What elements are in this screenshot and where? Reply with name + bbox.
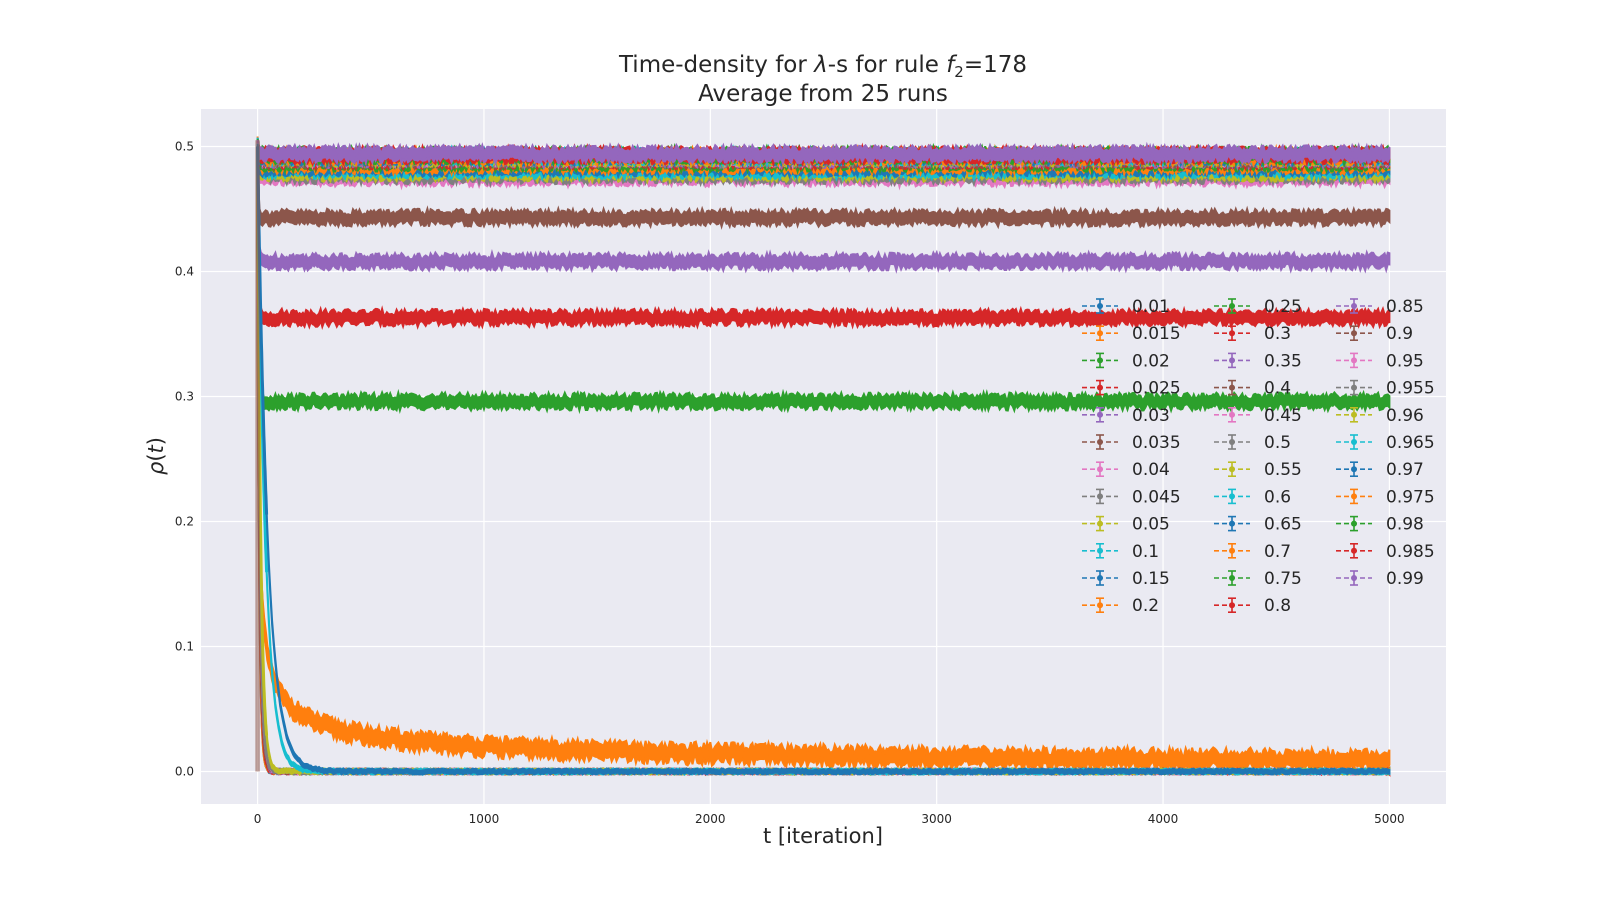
legend-label: 0.025 <box>1132 379 1181 399</box>
y-tick-label: 0.4 <box>175 265 194 279</box>
y-tick-label: 0.3 <box>175 390 194 404</box>
legend-label: 0.85 <box>1386 297 1424 317</box>
x-tick-label: 3000 <box>921 812 952 826</box>
legend-item: 0.2 <box>1082 596 1159 616</box>
legend-item: 0.15 <box>1082 569 1170 589</box>
chart-title-line2: Average from 25 runs <box>698 81 948 107</box>
legend-label: 0.01 <box>1132 297 1170 317</box>
x-tick-label: 0 <box>254 812 262 826</box>
legend-item: 0.025 <box>1082 379 1181 399</box>
x-axis-ticks: 0 1000 2000 3000 4000 5000 <box>254 812 1405 826</box>
legend-item: 0.75 <box>1214 569 1302 589</box>
legend-label: 0.045 <box>1132 487 1181 507</box>
legend-item: 0.965 <box>1336 433 1435 453</box>
legend-label: 0.02 <box>1132 351 1170 371</box>
legend-item: 0.045 <box>1082 487 1181 507</box>
legend-item: 0.985 <box>1336 542 1435 562</box>
legend-item: 0.95 <box>1336 351 1424 371</box>
legend-label: 0.05 <box>1132 515 1170 535</box>
legend-label: 0.2 <box>1132 596 1159 616</box>
legend-item: 0.3 <box>1214 324 1291 344</box>
legend-item: 0.35 <box>1214 351 1302 371</box>
legend-label: 0.35 <box>1264 351 1302 371</box>
y-axis-ticks: 0.0 0.1 0.2 0.3 0.4 0.5 <box>175 140 194 779</box>
y-tick-label: 0.1 <box>175 640 194 654</box>
legend-label: 0.65 <box>1264 515 1302 535</box>
series-layer <box>255 136 1391 778</box>
legend-item: 0.97 <box>1336 460 1424 480</box>
legend-item: 0.96 <box>1336 406 1424 426</box>
legend-item: 0.7 <box>1214 542 1291 562</box>
legend-label: 0.985 <box>1386 542 1435 562</box>
legend-item: 0.015 <box>1082 324 1181 344</box>
legend: 0.01 0.015 0.02 0.025 0.03 0.035 0.04 0.045 0.05… <box>1082 297 1435 616</box>
legend-label: 0.965 <box>1386 433 1435 453</box>
legend-label: 0.6 <box>1264 487 1291 507</box>
legend-label: 0.5 <box>1264 433 1291 453</box>
legend-label: 0.75 <box>1264 569 1302 589</box>
legend-label: 0.975 <box>1386 487 1435 507</box>
legend-label: 0.015 <box>1132 324 1181 344</box>
legend-label: 0.45 <box>1264 406 1302 426</box>
legend-item: 0.04 <box>1082 460 1170 480</box>
legend-label: 0.97 <box>1386 460 1424 480</box>
legend-item: 0.98 <box>1336 515 1424 535</box>
legend-label: 0.035 <box>1132 433 1181 453</box>
legend-item: 0.25 <box>1214 297 1302 317</box>
legend-item: 0.45 <box>1214 406 1302 426</box>
legend-label: 0.99 <box>1386 569 1424 589</box>
legend-item: 0.975 <box>1336 487 1435 507</box>
legend-item: 0.5 <box>1214 433 1291 453</box>
x-tick-label: 1000 <box>469 812 500 826</box>
legend-label: 0.8 <box>1264 596 1291 616</box>
legend-item: 0.05 <box>1082 515 1170 535</box>
legend-label: 0.04 <box>1132 460 1170 480</box>
legend-item: 0.6 <box>1214 487 1291 507</box>
legend-label: 0.03 <box>1132 406 1170 426</box>
legend-label: 0.96 <box>1386 406 1424 426</box>
y-tick-label: 0.5 <box>175 140 194 154</box>
x-axis-label: t [iteration] <box>763 824 883 848</box>
initial-spike <box>255 140 260 772</box>
legend-label: 0.95 <box>1386 351 1424 371</box>
legend-item: 0.55 <box>1214 460 1302 480</box>
y-axis-label: ρ(t) <box>144 437 168 475</box>
legend-label: 0.25 <box>1264 297 1302 317</box>
legend-label: 0.7 <box>1264 542 1291 562</box>
legend-item: 0.03 <box>1082 406 1170 426</box>
chart-title-line1: Time-density for λ-s for rule f2=178 <box>618 52 1027 81</box>
legend-item: 0.85 <box>1336 297 1424 317</box>
legend-item: 0.65 <box>1214 515 1302 535</box>
legend-label: 0.3 <box>1264 324 1291 344</box>
legend-item: 0.8 <box>1214 596 1291 616</box>
legend-label: 0.15 <box>1132 569 1170 589</box>
legend-label: 0.4 <box>1264 379 1291 399</box>
legend-item: 0.01 <box>1082 297 1170 317</box>
legend-item: 0.1 <box>1082 542 1159 562</box>
x-tick-label: 5000 <box>1374 812 1405 826</box>
legend-item: 0.02 <box>1082 351 1170 371</box>
legend-item: 0.955 <box>1336 379 1435 399</box>
legend-item: 0.9 <box>1336 324 1413 344</box>
legend-label: 0.98 <box>1386 515 1424 535</box>
y-tick-label: 0.0 <box>175 765 194 779</box>
legend-label: 0.1 <box>1132 542 1159 562</box>
x-tick-label: 2000 <box>695 812 726 826</box>
y-tick-label: 0.2 <box>175 515 194 529</box>
x-tick-label: 4000 <box>1148 812 1179 826</box>
legend-item: 0.035 <box>1082 433 1181 453</box>
legend-label: 0.55 <box>1264 460 1302 480</box>
legend-label: 0.9 <box>1386 324 1413 344</box>
legend-item: 0.99 <box>1336 569 1424 589</box>
legend-item: 0.4 <box>1214 379 1291 399</box>
legend-label: 0.955 <box>1386 379 1435 399</box>
